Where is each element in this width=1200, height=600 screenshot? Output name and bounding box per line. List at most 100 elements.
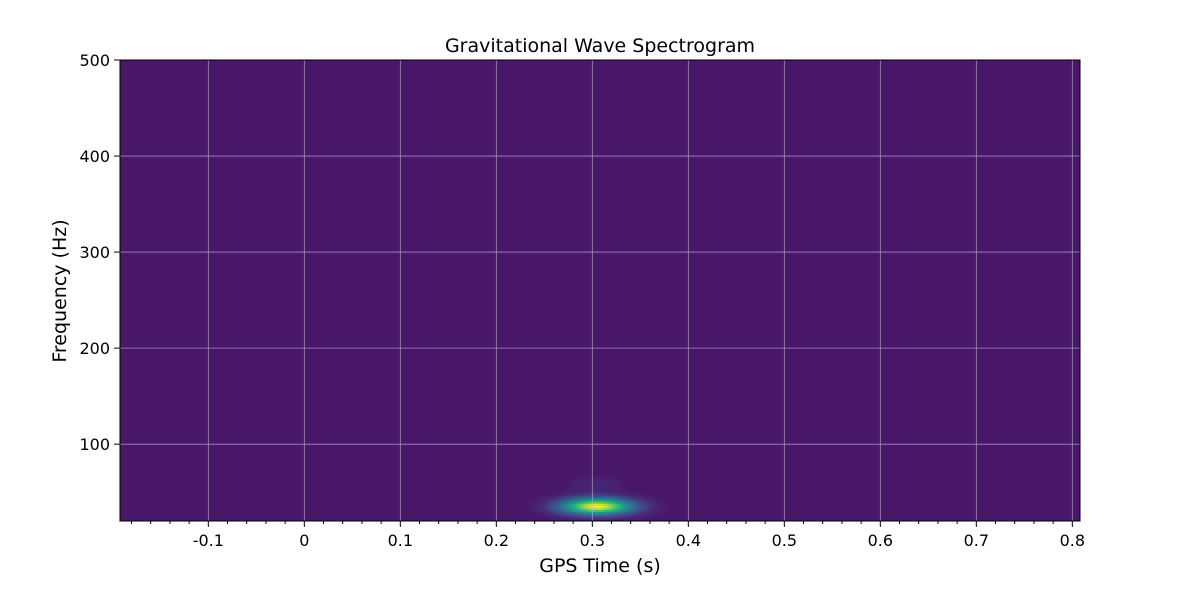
heatmap-cell — [576, 508, 578, 510]
heatmap-cell — [582, 514, 584, 516]
heatmap-cell — [584, 478, 586, 480]
heatmap-cell — [588, 486, 590, 488]
heatmap-cell — [564, 494, 566, 496]
heatmap-cell — [598, 496, 600, 498]
heatmap-cell — [556, 500, 558, 502]
heatmap-cell — [656, 502, 658, 504]
heatmap-cell — [608, 514, 610, 516]
heatmap-cell — [530, 508, 532, 510]
heatmap-cell — [608, 498, 610, 500]
heatmap-cell — [576, 494, 578, 496]
heatmap-cell — [576, 480, 578, 482]
heatmap-cell — [582, 494, 584, 496]
heatmap-cell — [622, 502, 624, 504]
heatmap-cell — [552, 518, 554, 520]
heatmap-cell — [576, 496, 578, 498]
heatmap-cell — [622, 514, 624, 516]
heatmap-cell — [614, 502, 616, 504]
heatmap-cell — [560, 512, 562, 514]
heatmap-cell — [604, 500, 606, 502]
heatmap-cell — [600, 514, 602, 516]
heatmap-cell — [652, 514, 654, 516]
heatmap-cell — [572, 488, 574, 490]
heatmap-cell — [624, 490, 626, 492]
heatmap-cell — [650, 510, 652, 512]
heatmap-cell — [570, 514, 572, 516]
heatmap-cell — [566, 502, 568, 504]
heatmap-cell — [630, 492, 632, 494]
heatmap-cell — [644, 500, 646, 502]
heatmap-cell — [540, 508, 542, 510]
heatmap-cell — [636, 494, 638, 496]
heatmap-cell — [568, 512, 570, 514]
heatmap-cell — [636, 512, 638, 514]
heatmap-cell — [598, 478, 600, 480]
heatmap-cell — [554, 498, 556, 500]
heatmap-cell — [564, 514, 566, 516]
heatmap-cell — [596, 512, 598, 514]
heatmap-cell — [620, 512, 622, 514]
heatmap-cell — [598, 486, 600, 488]
heatmap-cell — [660, 504, 662, 506]
heatmap-cell — [616, 502, 618, 504]
heatmap-cell — [540, 510, 542, 512]
heatmap-cell — [652, 500, 654, 502]
heatmap-layer — [526, 476, 668, 521]
heatmap-cell — [560, 504, 562, 506]
heatmap-cell — [586, 476, 588, 478]
heatmap-cell — [544, 506, 546, 508]
heatmap-cell — [582, 512, 584, 514]
heatmap-cell — [592, 508, 594, 510]
heatmap-cell — [608, 488, 610, 490]
heatmap-cell — [536, 504, 538, 506]
heatmap-cell — [588, 498, 590, 500]
heatmap-cell — [636, 492, 638, 494]
heatmap-cell — [582, 486, 584, 488]
heatmap-cell — [614, 478, 616, 480]
heatmap-cell — [526, 504, 528, 506]
heatmap-cell — [658, 504, 660, 506]
heatmap-cell — [552, 500, 554, 502]
heatmap-cell — [554, 510, 556, 512]
heatmap-cell — [586, 478, 588, 480]
heatmap-cell — [584, 504, 586, 506]
heatmap-cell — [568, 502, 570, 504]
heatmap-cell — [580, 500, 582, 502]
heatmap-cell — [600, 516, 602, 518]
heatmap-cell — [624, 494, 626, 496]
heatmap-cell — [638, 502, 640, 504]
heatmap-cell — [568, 494, 570, 496]
heatmap-cell — [620, 480, 622, 482]
heatmap-cell — [548, 512, 550, 514]
heatmap-cell — [574, 504, 576, 506]
heatmap-cell — [580, 514, 582, 516]
heatmap-cell — [614, 488, 616, 490]
heatmap-cell — [620, 502, 622, 504]
heatmap-cell — [584, 498, 586, 500]
heatmap-cell — [644, 516, 646, 518]
heatmap-cell — [578, 484, 580, 486]
heatmap-cell — [644, 504, 646, 506]
heatmap-cell — [628, 496, 630, 498]
heatmap-cell — [630, 518, 632, 520]
heatmap-cell — [546, 508, 548, 510]
heatmap-cell — [592, 502, 594, 504]
heatmap-cell — [648, 504, 650, 506]
heatmap-cell — [662, 502, 664, 504]
heatmap-cell — [580, 484, 582, 486]
heatmap-cell — [622, 488, 624, 490]
heatmap-cell — [570, 484, 572, 486]
heatmap-cell — [616, 486, 618, 488]
heatmap-cell — [588, 484, 590, 486]
heatmap-cell — [618, 492, 620, 494]
heatmap-cell — [656, 498, 658, 500]
heatmap-cell — [656, 506, 658, 508]
heatmap-cell — [600, 510, 602, 512]
heatmap-cell — [600, 478, 602, 480]
heatmap-cell — [612, 512, 614, 514]
heatmap-cell — [574, 506, 576, 508]
heatmap-cell — [566, 492, 568, 494]
heatmap-cell — [648, 514, 650, 516]
heatmap-cell — [556, 512, 558, 514]
heatmap-cell — [574, 510, 576, 512]
